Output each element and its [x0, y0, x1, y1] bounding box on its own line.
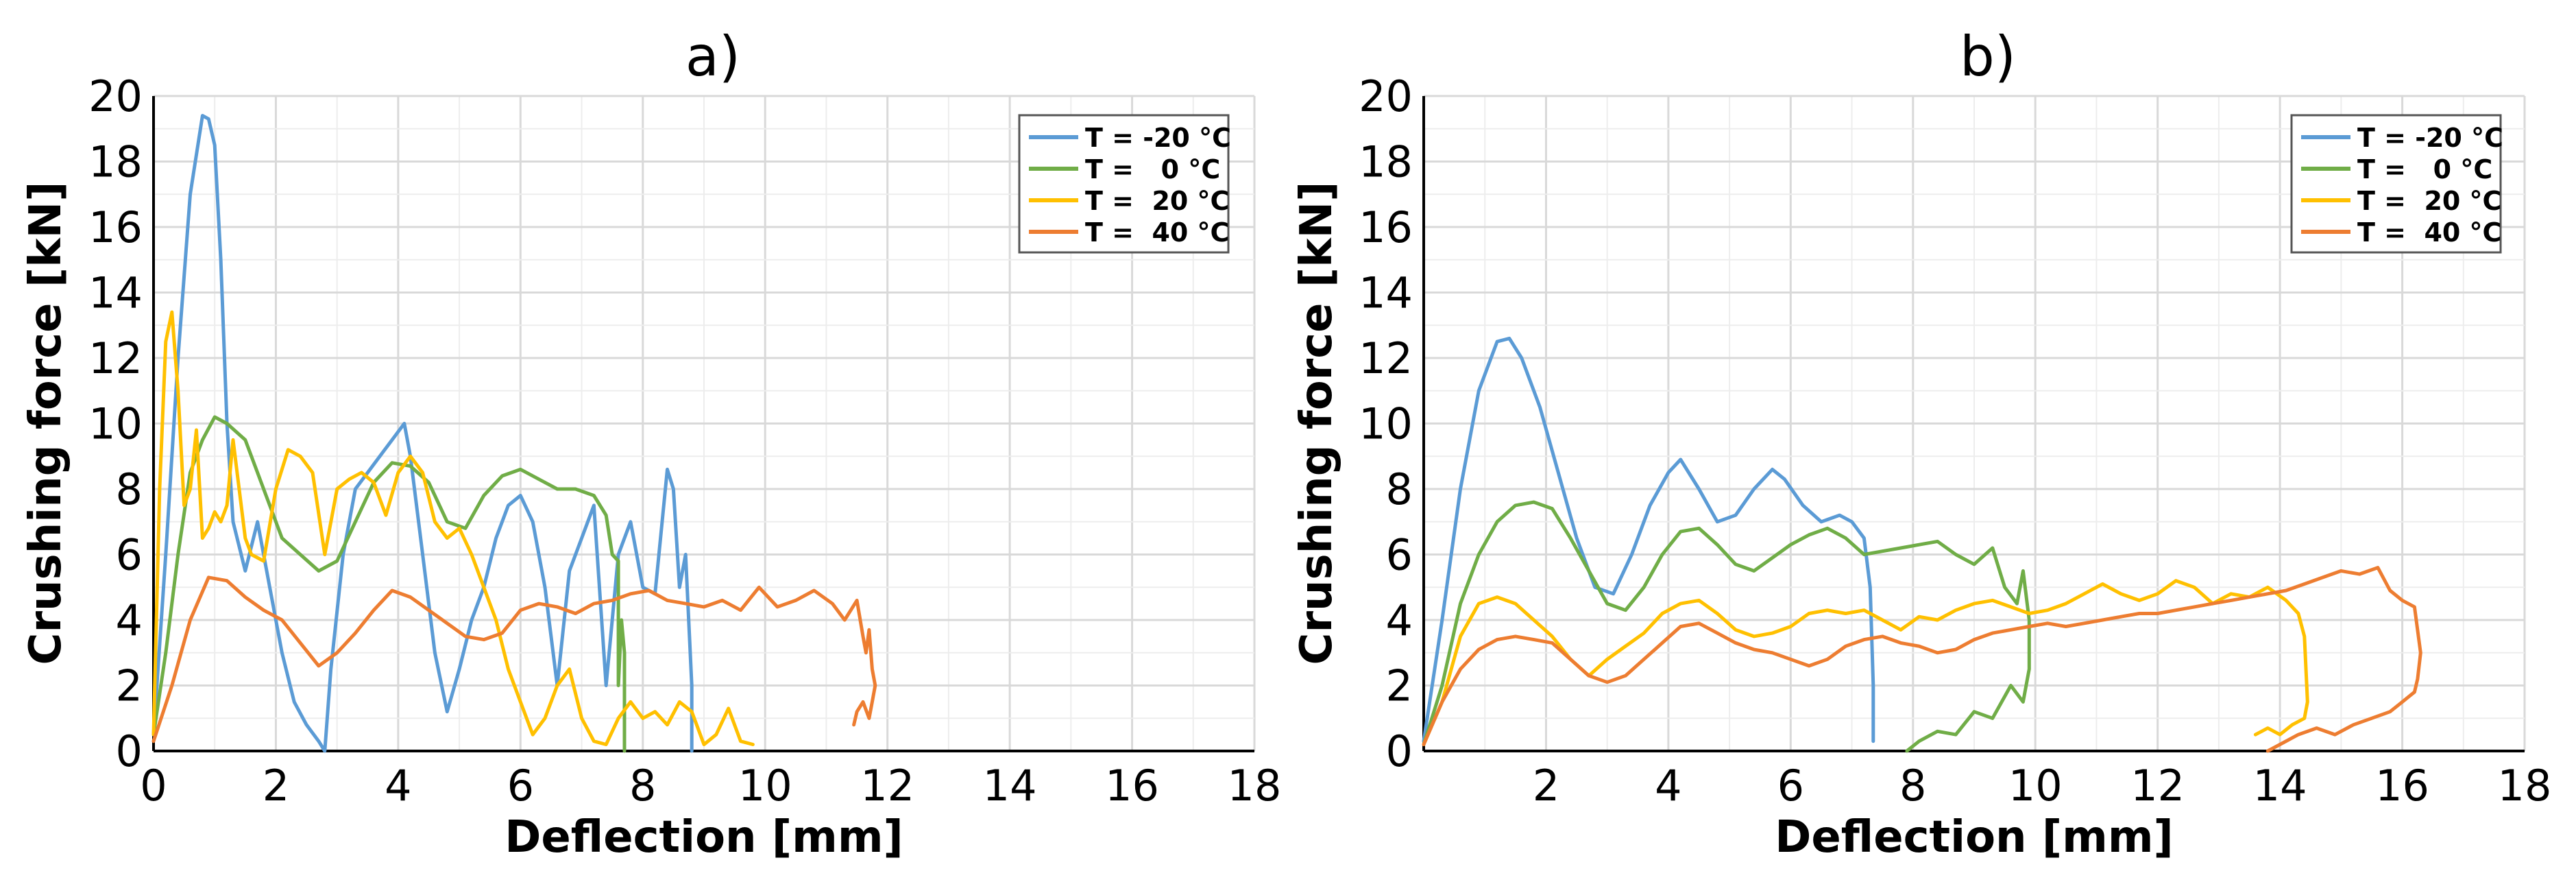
legend-entry-label: T = -20 °C [1085, 123, 1231, 153]
series-lines [1422, 336, 2422, 753]
x-tick-label: 8 [1899, 761, 1926, 811]
y-tick-label: 8 [116, 464, 143, 514]
y-tick-label: 4 [1386, 595, 1413, 645]
x-tick-label: 8 [629, 761, 656, 811]
y-tick-label: 14 [88, 268, 143, 318]
y-axis-label: Crushing force [kN] [1291, 182, 1342, 665]
y-tick-label: 20 [88, 71, 143, 121]
legend-entry-label: T = 20 °C [1085, 186, 1229, 216]
y-tick-label: 0 [116, 726, 143, 776]
chart-panel-a: 0 2 4 6 8 10 12 14 16 18 20 0 2 4 6 8 10 12 14 16 18 a) Defl… [21, 25, 1281, 863]
series-line [1422, 500, 2031, 753]
series-lines [151, 114, 877, 753]
y-tick-label: 14 [1359, 268, 1413, 318]
legend-entry-label: T = 0 °C [1085, 154, 1220, 184]
y-tick-label: 18 [1359, 137, 1413, 187]
series-line [1422, 579, 2309, 746]
legend: T = -20 °CT = 0 °CT = 20 °CT = 40 °C [1018, 114, 1231, 254]
chart-panel-b: 0 2 4 6 8 10 12 14 16 18 20 2 4 6 8 10 12 14 16 18 b) Defle… [1291, 25, 2551, 863]
x-tick-label: 2 [263, 761, 289, 811]
y-tick-label: 2 [116, 661, 143, 711]
x-axis-label: Deflection [mm] [505, 812, 903, 863]
legend-entry-label: T = 0 °C [2357, 154, 2492, 184]
x-tick-label: 10 [2008, 761, 2063, 811]
x-tick-label: 16 [2375, 761, 2429, 811]
y-tick-label: 0 [1386, 726, 1413, 776]
legend-entry-label: T = -20 °C [2357, 123, 2503, 153]
x-tick-label: 4 [1655, 761, 1681, 811]
series-line [151, 114, 694, 753]
x-tick-label: 12 [860, 761, 914, 811]
x-tick-label: 18 [2498, 761, 2552, 811]
legend-entry-label: T = 40 °C [1085, 217, 1229, 248]
y-tick-label: 12 [1359, 333, 1413, 383]
y-tick-label: 16 [1359, 202, 1413, 252]
y-tick-label: 8 [1386, 464, 1413, 514]
series-line [1422, 566, 2422, 753]
legend-entry-label: T = 40 °C [2357, 217, 2501, 248]
x-tick-label: 4 [385, 761, 411, 811]
y-tick-label: 16 [88, 202, 143, 252]
x-tick-label: 16 [1105, 761, 1159, 811]
legend-entry-label: T = 20 °C [2357, 186, 2501, 216]
x-tick-label: 14 [983, 761, 1037, 811]
y-axis-label: Crushing force [kN] [21, 182, 71, 665]
x-tick-label: 14 [2253, 761, 2307, 811]
series-line [151, 575, 877, 743]
y-tick-label: 4 [116, 595, 143, 645]
x-tick-label: 6 [1777, 761, 1804, 811]
x-tick-label: 0 [140, 761, 167, 811]
series-line [151, 415, 627, 753]
series-line [1422, 336, 1875, 743]
axes [152, 96, 1254, 752]
series-line [151, 310, 755, 746]
x-axis-label: Deflection [mm] [1775, 812, 2174, 863]
tick-labels: 0 2 4 6 8 10 12 14 16 18 20 2 4 6 8 10 12 14 16 18 [1359, 71, 2551, 811]
y-tick-label: 20 [1359, 71, 1413, 121]
axes [1422, 96, 2525, 752]
x-tick-label: 18 [1228, 761, 1282, 811]
tick-labels: 0 2 4 6 8 10 12 14 16 18 20 0 2 4 6 8 10 12 14 16 18 [88, 71, 1281, 811]
y-tick-label: 6 [116, 530, 143, 580]
y-tick-label: 6 [1386, 530, 1413, 580]
legend: T = -20 °CT = 0 °CT = 20 °CT = 40 °C [2290, 114, 2503, 254]
x-tick-label: 6 [507, 761, 534, 811]
x-tick-label: 10 [738, 761, 792, 811]
y-tick-label: 18 [88, 137, 143, 187]
x-tick-label: 12 [2130, 761, 2185, 811]
y-tick-label: 12 [88, 333, 143, 383]
x-tick-label: 2 [1533, 761, 1559, 811]
y-tick-label: 10 [88, 399, 143, 449]
y-tick-label: 10 [1359, 399, 1413, 449]
chart-title: a) [685, 25, 740, 88]
chart-title: b) [1960, 25, 2016, 88]
y-tick-label: 2 [1386, 661, 1413, 711]
